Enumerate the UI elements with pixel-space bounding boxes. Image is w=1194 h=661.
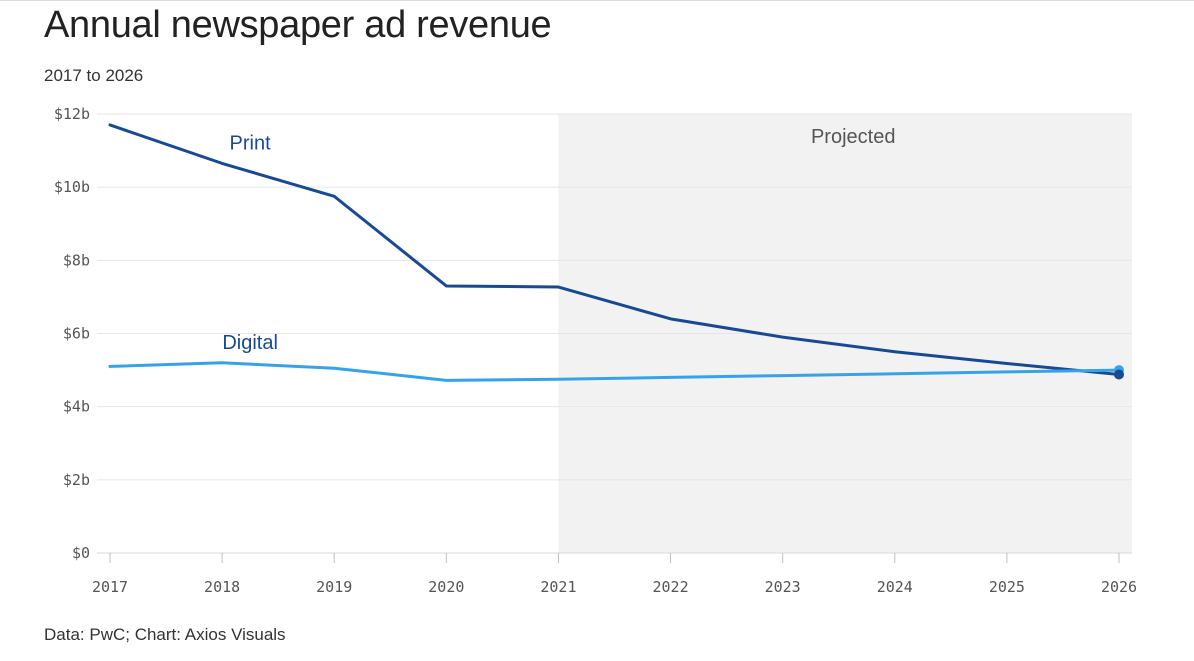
series-line-print <box>108 123 1121 376</box>
x-tick-label: 2022 <box>652 578 688 596</box>
x-tick-label: 2025 <box>989 578 1025 596</box>
y-tick-label: $0 <box>72 544 90 562</box>
x-tick-label: 2024 <box>877 578 913 596</box>
x-tick-label: 2017 <box>92 578 128 596</box>
y-tick-label: $4b <box>63 398 90 416</box>
y-tick-label: $6b <box>63 325 90 343</box>
x-tick-label: 2020 <box>428 578 464 596</box>
top-divider <box>0 0 1194 1</box>
y-tick-label: $10b <box>54 178 90 196</box>
x-tick-label: 2026 <box>1101 578 1137 596</box>
x-tick-label: 2019 <box>316 578 352 596</box>
source-note: Data: PwC; Chart: Axios Visuals <box>44 625 286 644</box>
series-line-digital <box>108 361 1121 382</box>
chart-subtitle: 2017 to 2026 <box>44 66 144 85</box>
series-endpoint-print <box>1114 369 1124 380</box>
y-tick-label: $2b <box>63 471 90 489</box>
series-label-print: Print <box>230 132 272 154</box>
chart-title: Annual newspaper ad revenue <box>44 4 552 46</box>
x-tick-label: 2021 <box>540 578 576 596</box>
x-tick-label: 2018 <box>204 578 240 596</box>
x-tick-label: 2023 <box>765 578 801 596</box>
series-label-digital: Digital <box>222 332 278 354</box>
projected-label: Projected <box>811 126 896 148</box>
y-tick-label: $8b <box>63 251 90 269</box>
y-tick-label: $12b <box>54 105 90 123</box>
